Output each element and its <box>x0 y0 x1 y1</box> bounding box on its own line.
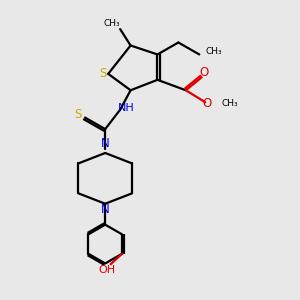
Text: CH₃: CH₃ <box>206 47 223 56</box>
Text: CH₃: CH₃ <box>103 19 120 28</box>
Text: NH: NH <box>118 103 135 113</box>
Text: CH₃: CH₃ <box>222 99 238 108</box>
Text: OH: OH <box>98 265 116 275</box>
Text: O: O <box>199 66 208 79</box>
Text: S: S <box>74 108 81 121</box>
Text: S: S <box>99 68 106 80</box>
Text: N: N <box>101 136 110 150</box>
Text: N: N <box>101 202 110 216</box>
Text: O: O <box>202 97 212 110</box>
